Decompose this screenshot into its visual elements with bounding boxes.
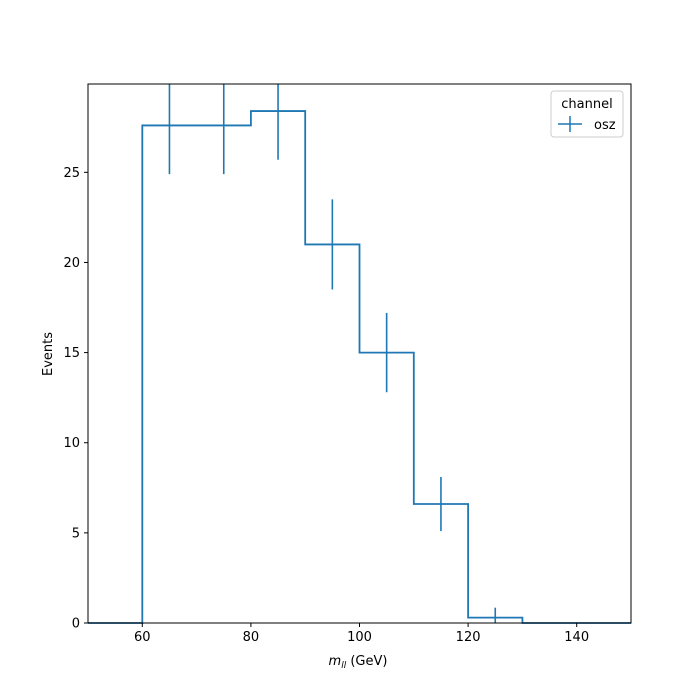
x-tick-label: 60 (134, 630, 151, 645)
y-tick-label: 15 (63, 346, 80, 361)
y-tick-label: 20 (63, 256, 80, 271)
x-tick-label: 140 (564, 630, 589, 645)
x-tick-label: 80 (243, 630, 260, 645)
y-tick-label: 10 (63, 436, 80, 451)
x-axis-label-sub: ll (341, 661, 347, 671)
plot-area (88, 84, 631, 624)
axes: 60 80 100 120 140 0 5 10 15 20 25 (63, 83, 632, 645)
x-axis-label-unit: (GeV) (346, 654, 387, 669)
x-axis-label-var: m (329, 654, 342, 669)
legend-entry-osz: osz (594, 118, 616, 133)
y-axis-label: Events (41, 332, 56, 376)
y-tick-label: 0 (72, 617, 80, 632)
legend-title: channel (561, 97, 612, 112)
legend-frame (550, 90, 624, 138)
x-tick-label: 120 (456, 630, 481, 645)
y-tick-label: 5 (72, 526, 80, 541)
x-axis-label: mll (GeV) (329, 654, 388, 671)
series-step-line (88, 110, 631, 624)
legend: channel osz (550, 90, 624, 138)
y-tick-label: 25 (63, 166, 80, 181)
x-tick-label: 100 (347, 630, 372, 645)
